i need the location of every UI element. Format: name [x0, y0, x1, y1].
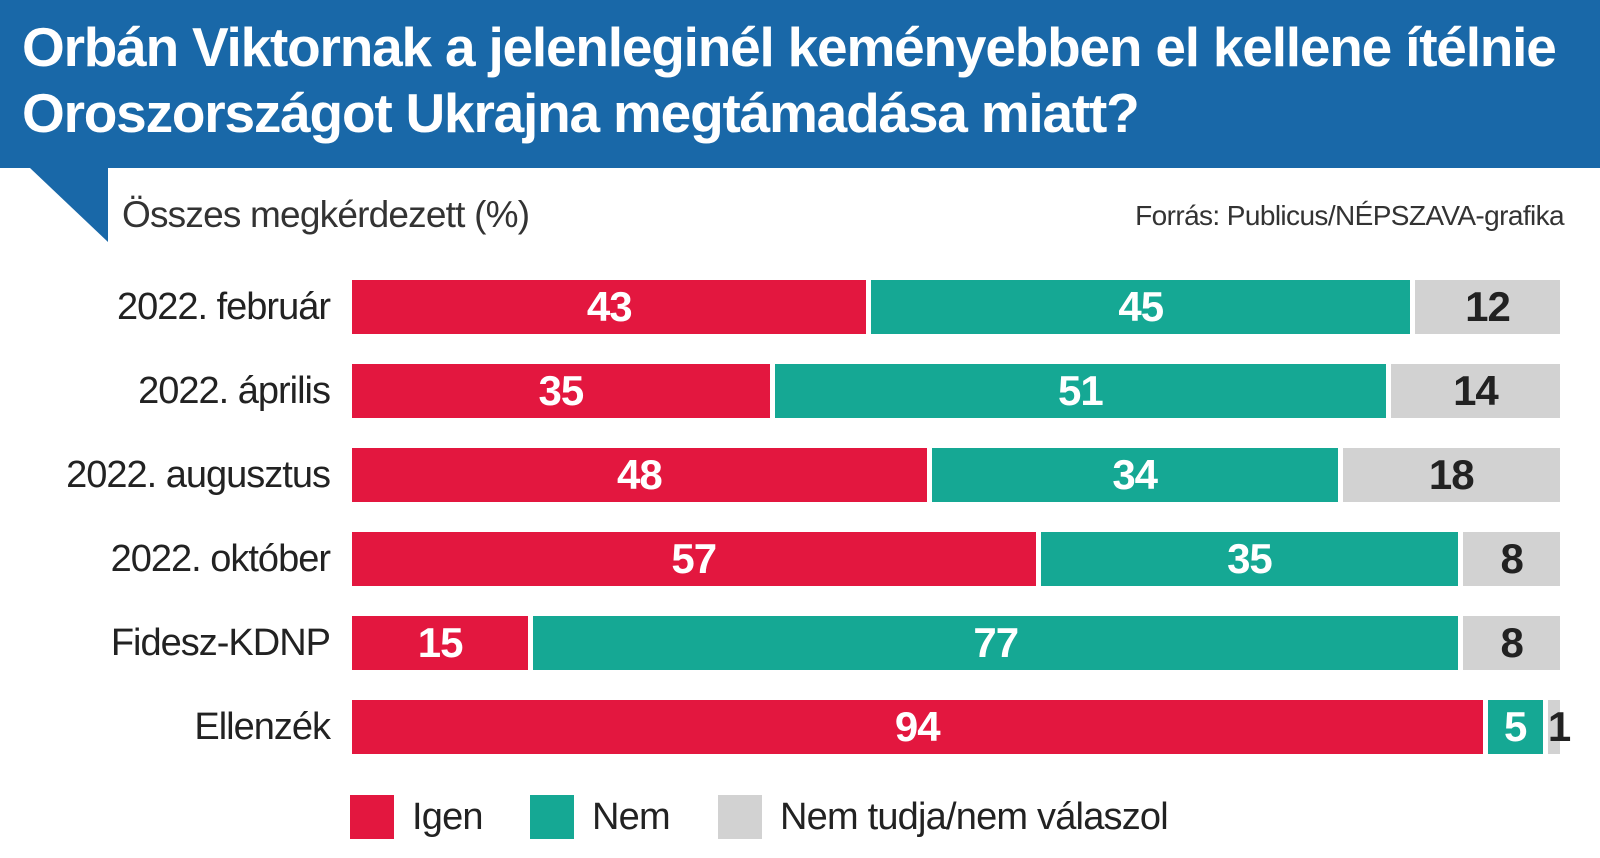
bar-segment-nem [931, 448, 1338, 502]
banner-tab-wedge [30, 168, 108, 242]
data-label-nem-tudja: 8 [1500, 619, 1523, 666]
data-label-nem-tudja: 14 [1453, 367, 1499, 414]
category-label: 2022. október [110, 538, 331, 580]
data-label-nem: 45 [1118, 283, 1164, 330]
bar-segment-igen [352, 280, 867, 334]
bar-segment-nem [774, 364, 1386, 418]
bar-segment-igen [352, 364, 770, 418]
data-label-nem: 77 [973, 619, 1019, 666]
legend-label-nem-tudja: Nem tudja/nem válaszol [780, 796, 1169, 838]
bar-segment-nem-tudja [1547, 700, 1560, 754]
data-label-igen: 43 [586, 283, 633, 330]
legend-swatch-nem [530, 795, 574, 839]
legend-label-nem: Nem [592, 796, 671, 838]
category-label: 2022. augusztus [66, 454, 331, 496]
bar-segment-nem [533, 616, 1459, 670]
data-label-nem-tudja: 1 [1547, 703, 1571, 750]
bar-segment-nem-tudja [1390, 364, 1560, 418]
bar-segment-nem-tudja [1342, 448, 1560, 502]
category-label: 2022. április [138, 370, 331, 412]
data-label-nem-tudja: 12 [1465, 283, 1511, 330]
category-label: Ellenzék [194, 706, 331, 748]
bar-segment-nem [1040, 532, 1459, 586]
data-label-nem: 51 [1057, 367, 1104, 414]
bar-segment-nem-tudja [1463, 616, 1560, 670]
data-label-nem: 5 [1504, 703, 1527, 750]
category-label: 2022. február [116, 286, 331, 328]
data-label-igen: 48 [617, 451, 663, 498]
data-label-nem: 35 [1227, 535, 1273, 582]
legend-swatch-igen [350, 795, 394, 839]
bar-segment-igen [352, 616, 529, 670]
legend-label-igen: Igen [412, 796, 484, 838]
bar-segment-nem [1487, 700, 1543, 754]
bar-segment-nem-tudja [1415, 280, 1560, 334]
title-banner: Orbán Viktornak a jelenleginél keményebb… [0, 0, 1600, 168]
source-credit: Forrás: Publicus/NÉPSZAVA-grafika [1135, 200, 1564, 231]
data-label-nem-tudja: 8 [1500, 535, 1523, 582]
data-label-igen: 57 [671, 535, 717, 582]
bar-segment-nem [871, 280, 1411, 334]
bar-segment-igen [352, 532, 1036, 586]
data-label-nem: 34 [1112, 451, 1158, 498]
category-label: Fidesz-KDNP [110, 622, 331, 664]
data-label-nem-tudja: 18 [1428, 451, 1475, 498]
data-label-igen: 15 [417, 619, 464, 666]
bar-segment-nem-tudja [1463, 532, 1560, 586]
bar-segment-igen [352, 700, 1483, 754]
chart-subtitle: Összes megkérdezett (%) [122, 194, 530, 235]
data-label-igen: 35 [538, 367, 585, 414]
legend-swatch-nem-tudja [718, 795, 762, 839]
bar-segment-igen [352, 448, 927, 502]
chart-title: Orbán Viktornak a jelenleginél keményebb… [22, 16, 1557, 144]
data-label-igen: 94 [894, 703, 941, 750]
